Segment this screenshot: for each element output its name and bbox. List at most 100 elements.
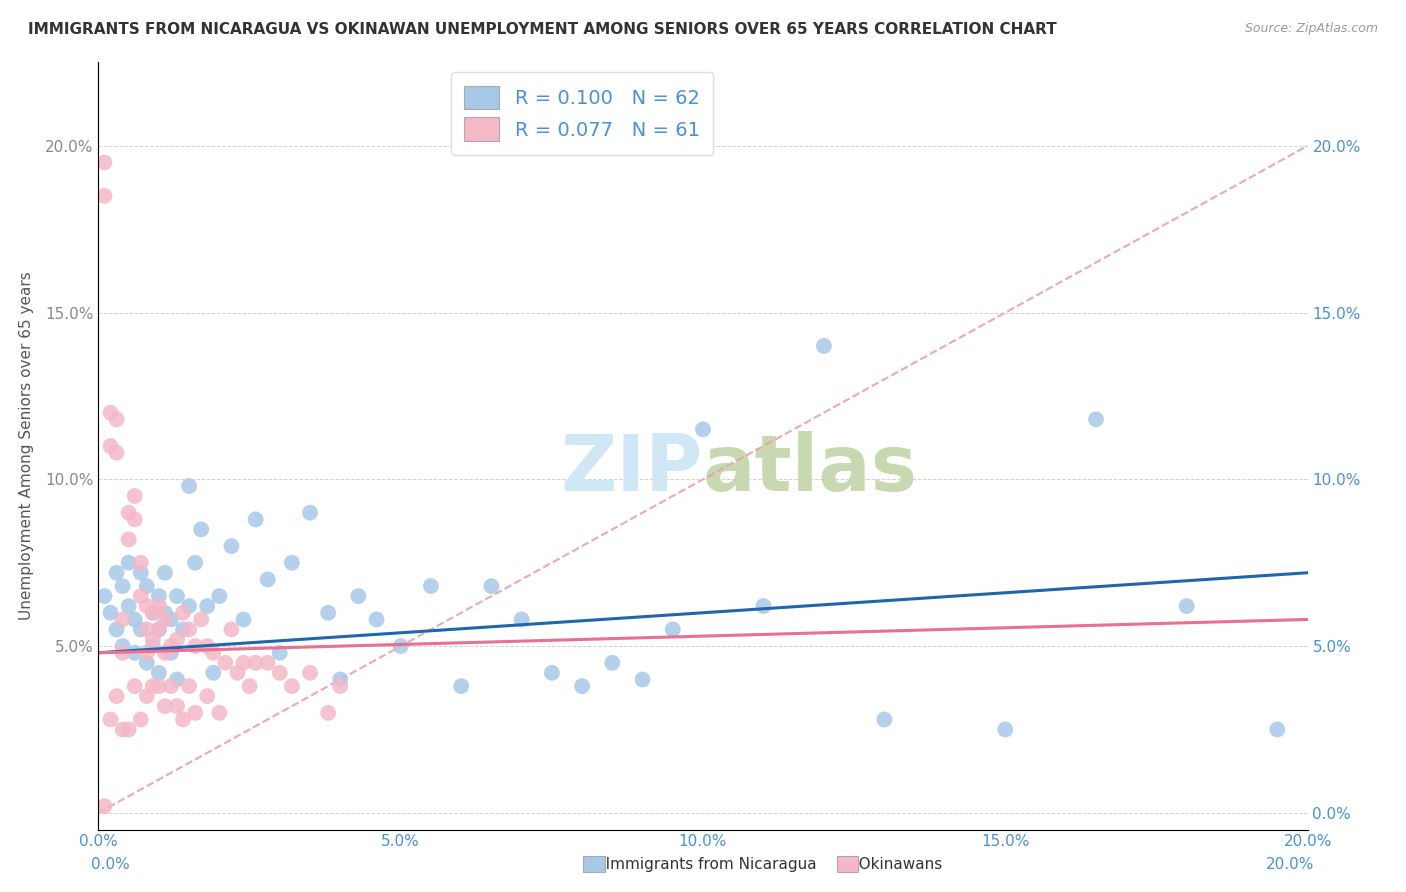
Text: atlas: atlas <box>703 431 918 507</box>
Point <box>281 556 304 570</box>
Point <box>281 679 304 693</box>
Point <box>100 406 122 420</box>
Point <box>221 539 243 553</box>
Point <box>93 155 115 169</box>
Point <box>124 679 146 693</box>
Point <box>179 623 201 637</box>
Point <box>118 723 141 737</box>
Point <box>100 439 122 453</box>
Point <box>571 679 593 693</box>
Point <box>135 599 157 613</box>
Point <box>111 639 134 653</box>
Point <box>221 623 243 637</box>
Point <box>160 639 183 653</box>
Point <box>166 673 188 687</box>
Point <box>124 489 146 503</box>
Point <box>105 623 128 637</box>
Point <box>752 599 775 613</box>
Point <box>1267 723 1289 737</box>
Point <box>129 713 152 727</box>
Point <box>153 612 176 626</box>
Text: 0.0%: 0.0% <box>91 857 131 872</box>
Point <box>118 556 141 570</box>
Point <box>111 612 134 626</box>
Text: 20.0%: 20.0% <box>1267 857 1315 872</box>
Point <box>124 612 146 626</box>
Point <box>245 512 267 526</box>
Point <box>100 606 122 620</box>
Text: Immigrants from Nicaragua: Immigrants from Nicaragua <box>591 857 815 872</box>
Point <box>153 566 176 580</box>
Point <box>540 665 562 680</box>
Point <box>105 689 128 703</box>
Point <box>153 646 176 660</box>
Point <box>148 623 170 637</box>
Point <box>111 646 134 660</box>
Point <box>160 612 183 626</box>
Point <box>208 589 231 603</box>
Point <box>129 556 152 570</box>
Point <box>299 665 322 680</box>
Point <box>100 713 122 727</box>
Point <box>135 689 157 703</box>
Legend: R = 0.100   N = 62, R = 0.077   N = 61: R = 0.100 N = 62, R = 0.077 N = 61 <box>451 72 713 154</box>
Point <box>179 599 201 613</box>
Point <box>135 656 157 670</box>
Point <box>190 612 212 626</box>
Point <box>118 599 141 613</box>
Point <box>1175 599 1198 613</box>
Point <box>329 673 352 687</box>
Point <box>142 632 165 647</box>
Point <box>93 799 115 814</box>
Point <box>142 606 165 620</box>
Point <box>135 579 157 593</box>
Point <box>153 606 176 620</box>
Point <box>148 665 170 680</box>
Point <box>202 665 225 680</box>
Point <box>239 679 262 693</box>
Point <box>148 599 170 613</box>
Point <box>316 606 339 620</box>
Point <box>994 723 1017 737</box>
Point <box>1085 412 1108 426</box>
Point <box>172 606 194 620</box>
Text: IMMIGRANTS FROM NICARAGUA VS OKINAWAN UNEMPLOYMENT AMONG SENIORS OVER 65 YEARS C: IMMIGRANTS FROM NICARAGUA VS OKINAWAN UN… <box>28 22 1057 37</box>
Point <box>129 566 152 580</box>
Point <box>661 623 683 637</box>
Point <box>873 713 896 727</box>
Point <box>111 723 134 737</box>
Point <box>179 679 201 693</box>
Point <box>166 589 188 603</box>
Text: Okinawans: Okinawans <box>844 857 942 872</box>
Point <box>195 639 218 653</box>
Point <box>214 656 236 670</box>
Point <box>202 646 225 660</box>
Point <box>299 506 322 520</box>
Point <box>93 589 115 603</box>
Point <box>172 623 194 637</box>
Point <box>208 706 231 720</box>
Point <box>347 589 370 603</box>
Point <box>450 679 472 693</box>
Point <box>129 623 152 637</box>
Point <box>142 639 165 653</box>
Point <box>269 646 291 660</box>
Point <box>148 679 170 693</box>
Point <box>256 656 278 670</box>
Point <box>93 189 115 203</box>
Point <box>124 512 146 526</box>
Point <box>166 699 188 714</box>
Point <box>184 639 207 653</box>
Point <box>111 579 134 593</box>
Point <box>190 522 212 536</box>
Point <box>195 599 218 613</box>
Point <box>269 665 291 680</box>
Point <box>148 623 170 637</box>
Point <box>329 679 352 693</box>
Point <box>148 589 170 603</box>
Point <box>226 665 249 680</box>
Text: ZIP: ZIP <box>561 431 703 507</box>
Point <box>195 689 218 703</box>
Point <box>389 639 412 653</box>
Point <box>172 713 194 727</box>
